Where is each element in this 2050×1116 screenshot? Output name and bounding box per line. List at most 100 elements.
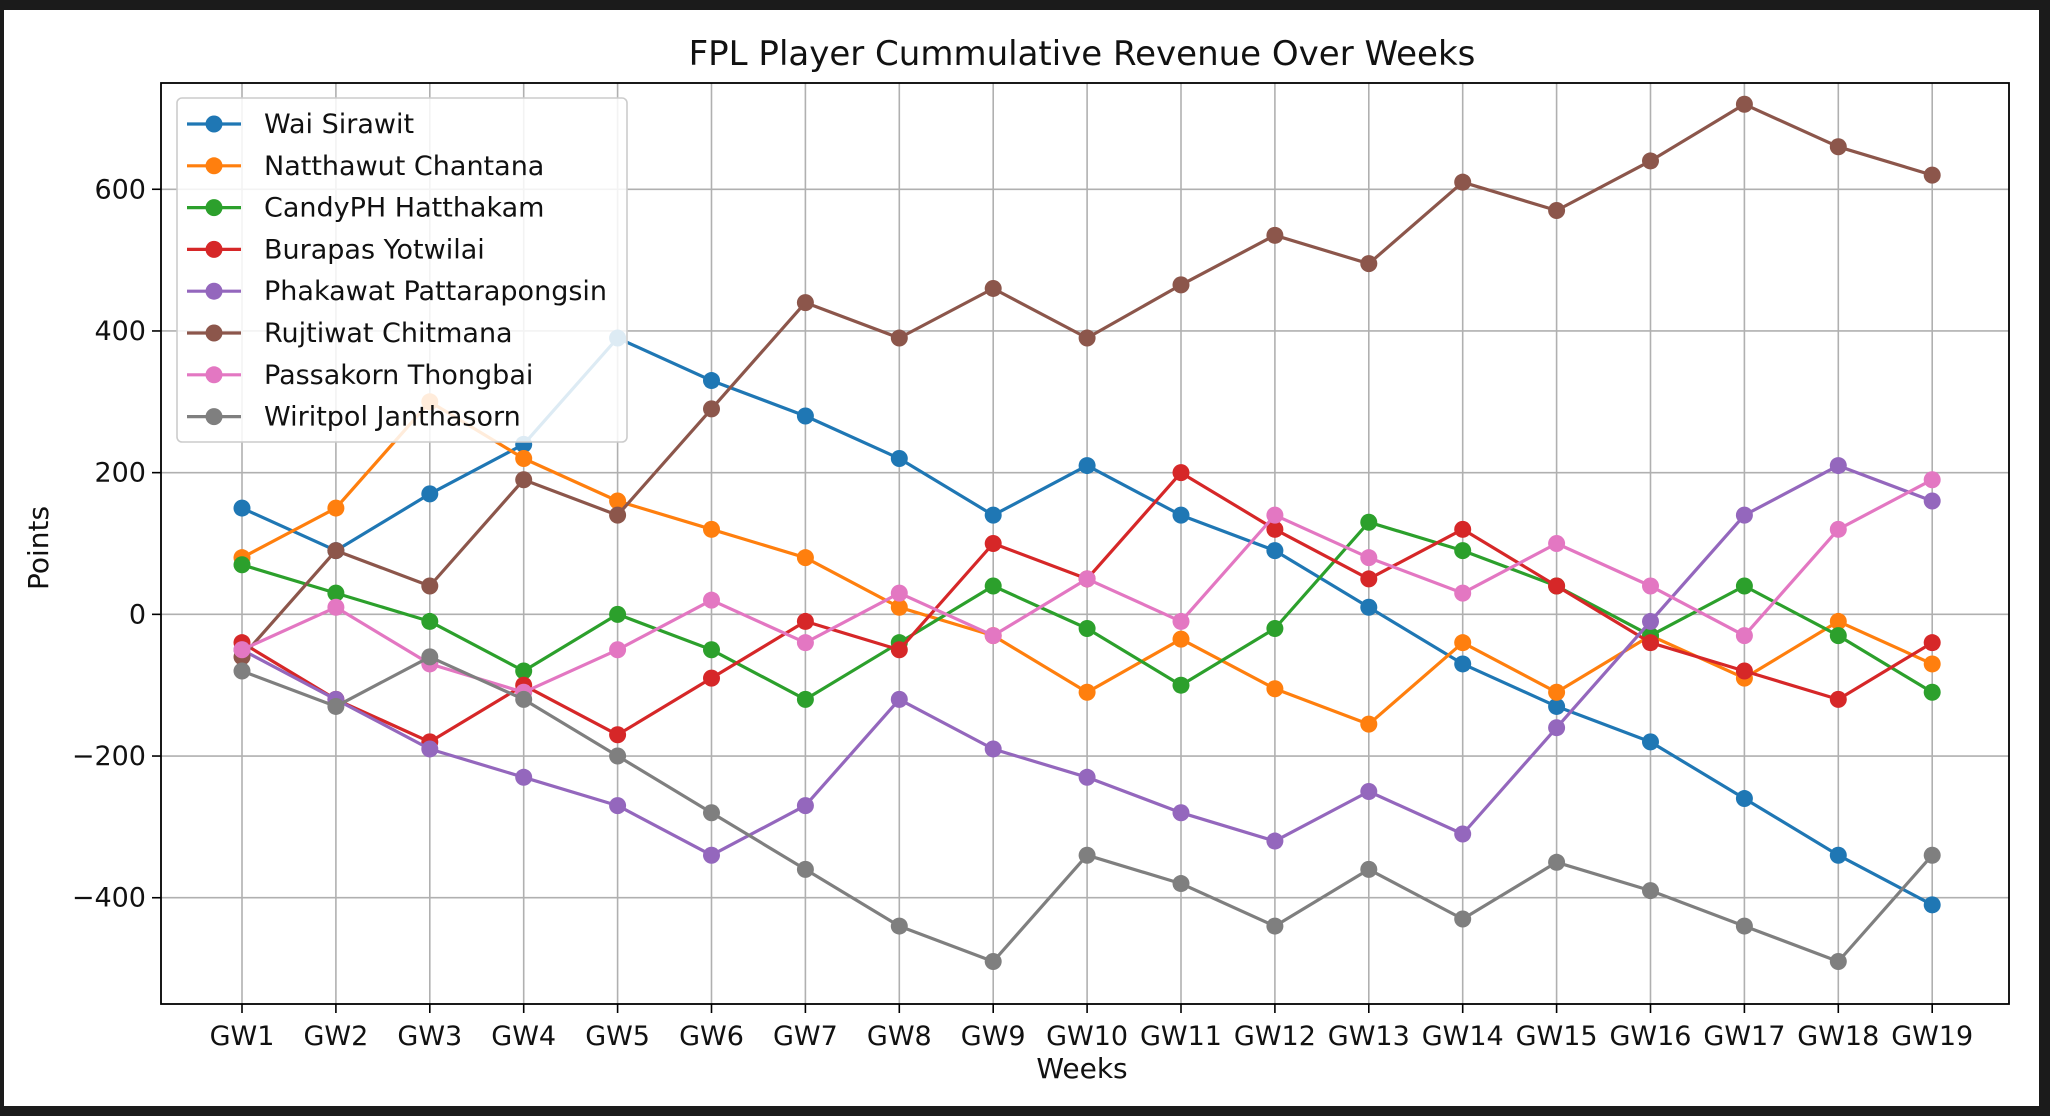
data-point [796,860,814,878]
data-point [1078,620,1096,638]
chart-figure: FPL Player Cummulative Revenue Over Week… [4,10,2039,1106]
data-point [1172,276,1190,294]
y-tick-label: 0 [129,599,146,630]
data-point [984,279,1002,297]
data-point [890,329,908,347]
data-point [1360,598,1378,616]
data-point [1548,202,1566,220]
data-point [703,372,720,390]
data-point [233,499,251,517]
y-tick-label: −200 [72,741,146,772]
data-point [609,605,627,623]
data-point [327,598,345,616]
data-point [1360,782,1378,800]
legend-swatch-marker [205,157,223,175]
data-point [1360,860,1378,878]
data-point [890,641,908,659]
data-point [1454,634,1472,652]
data-point [233,556,251,574]
data-point [703,804,720,822]
series-lines [233,95,1941,970]
data-point [515,471,533,489]
x-tick-label: GW17 [1703,1021,1785,1052]
data-point [1172,464,1190,482]
data-point [1266,832,1284,850]
x-tick-label: GW5 [585,1021,650,1052]
data-point [1829,690,1847,708]
data-point [703,520,720,538]
x-tick-label: GW15 [1516,1021,1598,1052]
data-point [1172,630,1190,648]
data-point [1172,804,1190,822]
legend-label: Phakawat Pattarapongsin [264,276,607,307]
data-point [1172,875,1190,893]
data-point [1172,506,1190,524]
legend: Wai Sirawit Natthawut Chantana CandyPH Hat… [176,97,628,443]
data-point [1829,952,1847,970]
data-point [1454,655,1472,673]
data-point [421,485,439,503]
legend-item: Wai Sirawit [187,109,414,140]
data-point [984,577,1002,595]
data-point [890,584,908,602]
data-point [1172,612,1190,630]
data-point [421,612,439,630]
data-point [1735,790,1753,808]
data-point [984,627,1002,645]
data-point [1642,733,1659,751]
x-tick-label: GW2 [303,1021,368,1052]
data-point [796,549,814,567]
data-point [609,506,627,524]
data-point [233,641,251,659]
data-point [890,690,908,708]
x-tick-label: GW14 [1422,1021,1504,1052]
legend-swatch-marker [205,408,223,426]
data-point [1360,549,1378,567]
data-point [1548,683,1566,701]
data-point [703,846,720,864]
data-point [796,612,814,630]
data-point [1078,457,1096,475]
data-point [1454,910,1472,928]
legend-box [176,97,628,443]
data-point [1923,471,1941,489]
x-tick-label: GW6 [679,1021,744,1052]
data-point [984,506,1002,524]
legend-swatch-marker [205,199,223,217]
data-point [609,641,627,659]
data-point [703,591,720,609]
plot-frame [160,82,2010,1005]
legend-label: Passakorn Thongbai [264,360,533,391]
data-point [1266,917,1284,935]
data-point [1266,520,1284,538]
data-point [796,797,814,815]
series-passakorn-thongbai [233,471,1941,701]
x-tick-label: GW13 [1328,1021,1410,1052]
data-point [1735,627,1753,645]
data-point [1360,255,1378,273]
data-point [1360,715,1378,733]
data-point [796,294,814,312]
series-wiritpol-janthasorn [233,648,1941,970]
x-tick-label: GW9 [961,1021,1026,1052]
data-point [1266,542,1284,560]
data-point [1454,825,1472,843]
legend-item: CandyPH Hatthakam [187,193,544,224]
data-point [1078,683,1096,701]
y-tick-label: 400 [94,316,146,347]
legend-swatch-marker [205,115,223,133]
x-tick-label: GW1 [210,1021,275,1052]
legend-item: Burapas Yotwilai [187,234,485,265]
data-point [796,690,814,708]
data-point [1266,680,1284,698]
data-point [1548,577,1566,595]
data-point [1454,520,1472,538]
data-point [421,577,439,595]
y-axis-title: Points [22,506,55,590]
chart-title: FPL Player Cummulative Revenue Over Week… [689,34,1476,74]
legend-label: Burapas Yotwilai [264,234,485,265]
data-point [1829,457,1847,475]
y-tick-label: 200 [94,458,146,489]
data-point [1548,853,1566,871]
data-point [1078,846,1096,864]
